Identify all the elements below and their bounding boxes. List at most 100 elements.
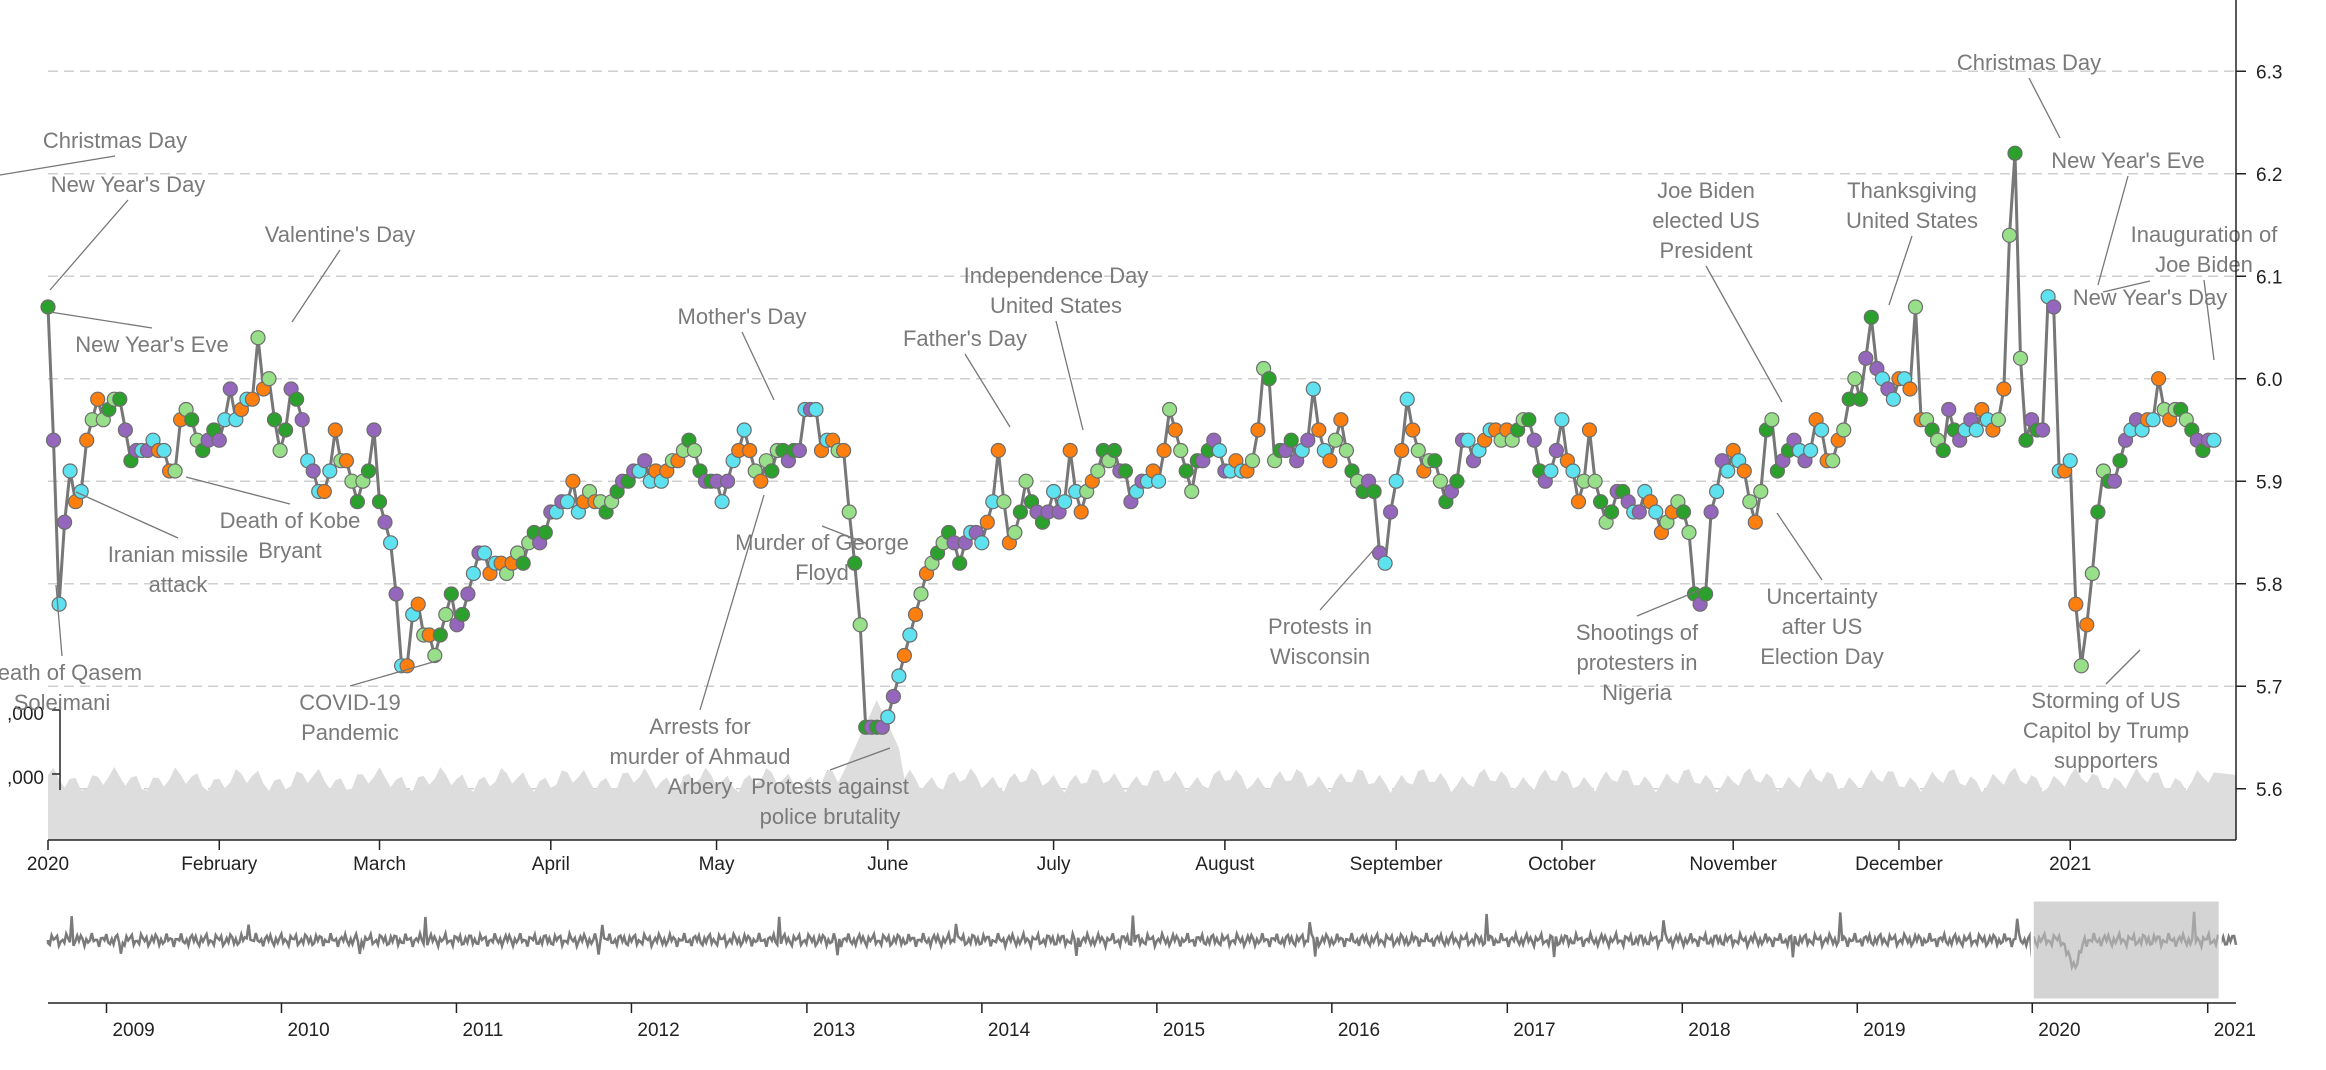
data-point	[885, 688, 902, 705]
annotation-leader	[49, 311, 153, 329]
annotation-text: Storming of US	[2031, 688, 2180, 713]
data-point	[360, 463, 377, 479]
annotation-leader	[1636, 589, 1701, 617]
data-point	[1753, 483, 1769, 500]
annotation-text: Shootings of	[1576, 620, 1699, 645]
data-point	[841, 504, 857, 520]
overview-timeline[interactable]: 2009 2010 2011 2012 2013 2014 2015 2016 2017 2018…	[46, 898, 2256, 1041]
annotation-text: supporters	[2054, 748, 2158, 773]
data-point	[1990, 412, 2007, 428]
overview-tick-label: 2011	[462, 1020, 503, 1041]
data-point	[1012, 504, 1029, 520]
data-point	[51, 596, 67, 612]
y-tick-label: 6.2	[2256, 165, 2282, 186]
volume-area-fill	[48, 700, 2236, 840]
data-point	[2079, 617, 2095, 633]
data-point	[1570, 494, 1587, 510]
data-point	[1935, 442, 1951, 459]
annotation: New Year's Eve	[2051, 148, 2205, 286]
data-point	[1813, 422, 1830, 438]
data-point	[2073, 658, 2089, 674]
y-axis-right: 5.6 5.7 5.8 5.9 6.0 6.1 6.2 6.3	[2235, 0, 2282, 840]
data-point	[289, 391, 305, 407]
data-point	[1405, 422, 1421, 438]
overview-tick-label: 2018	[1688, 1020, 1730, 1041]
data-point	[1460, 432, 1476, 448]
data-point	[1708, 483, 1725, 500]
annotation: Independence Day United States	[964, 263, 1149, 431]
data-point	[1211, 442, 1228, 459]
data-point	[2068, 596, 2084, 612]
data-point	[79, 432, 95, 448]
data-point	[438, 606, 454, 623]
y-tick-label: 5.9	[2256, 472, 2282, 493]
annotation-leader	[2203, 279, 2215, 361]
x-tick-label: October	[1528, 854, 1596, 875]
data-point	[1427, 453, 1443, 469]
annotation-text: Pandemic	[301, 720, 399, 745]
annotation-text: Christmas Day	[43, 128, 187, 153]
data-point	[90, 391, 106, 407]
annotation: Joe Biden elected US President	[1652, 178, 1783, 403]
data-point	[753, 473, 769, 489]
data-point	[261, 371, 277, 387]
data-point	[1167, 422, 1183, 438]
x-tick-label: December	[1855, 854, 1943, 875]
data-point	[222, 381, 238, 397]
annotation: Christmas Day	[1957, 50, 2101, 139]
data-point	[714, 494, 730, 510]
data-point	[316, 483, 332, 500]
overview-tick-label: 2020	[2038, 1020, 2080, 1041]
annotation: New Year's Eve	[49, 311, 229, 357]
data-point	[637, 453, 653, 469]
overview-tick-label: 2013	[813, 1020, 855, 1041]
data-point	[244, 391, 260, 407]
data-point	[1592, 494, 1609, 510]
annotation-text: protesters in	[1576, 650, 1697, 675]
data-point	[56, 514, 73, 530]
data-point	[1106, 442, 1123, 459]
data-point	[1852, 391, 1868, 407]
data-point	[62, 463, 78, 479]
annotation-leader	[2102, 280, 2151, 293]
x-tick-label: May	[699, 854, 735, 875]
data-point	[1244, 453, 1261, 469]
data-point	[432, 627, 448, 643]
data-point	[537, 524, 553, 541]
data-point	[184, 412, 200, 428]
overview-brush[interactable]	[2030, 898, 2222, 1002]
annotation-leader	[185, 476, 291, 505]
data-point	[1150, 473, 1167, 489]
overview-line	[46, 911, 2238, 972]
data-point	[1410, 442, 1426, 459]
data-point	[1747, 514, 1763, 530]
overview-tick-label: 2012	[637, 1020, 679, 1041]
annotation-leader	[2097, 175, 2129, 286]
y-tick-label: 5.6	[2256, 780, 2282, 801]
data-point	[1261, 371, 1277, 387]
data-point	[2034, 422, 2051, 438]
annotation: Storming of US Capitol by Trump supporters	[2023, 649, 2189, 773]
overview-tick-label: 2017	[1513, 1020, 1555, 1041]
annotation-leader	[49, 199, 129, 291]
annotation-leader	[964, 353, 1011, 428]
annotation-text: Independence Day	[964, 263, 1149, 288]
annotation-leader	[291, 249, 341, 323]
data-point	[1565, 463, 1581, 479]
annotation-text: murder of Ahmaud	[610, 744, 791, 769]
annotation-leader	[699, 494, 765, 711]
data-point	[1449, 473, 1465, 489]
x-tick-label: April	[532, 854, 570, 875]
annotation-text: Death of Kobe	[220, 508, 361, 533]
data-point	[1764, 412, 1780, 428]
annotation-leader	[75, 491, 179, 539]
data-point	[2206, 432, 2222, 448]
data-point	[454, 606, 470, 623]
data-point	[1250, 422, 1266, 438]
data-point	[2090, 504, 2106, 520]
annotation: Death of Qasem Soleimani	[0, 584, 142, 715]
data-point	[835, 442, 852, 459]
data-point	[1178, 463, 1194, 479]
data-point	[1366, 483, 1382, 500]
y-tick-label: 5.7	[2256, 677, 2282, 698]
